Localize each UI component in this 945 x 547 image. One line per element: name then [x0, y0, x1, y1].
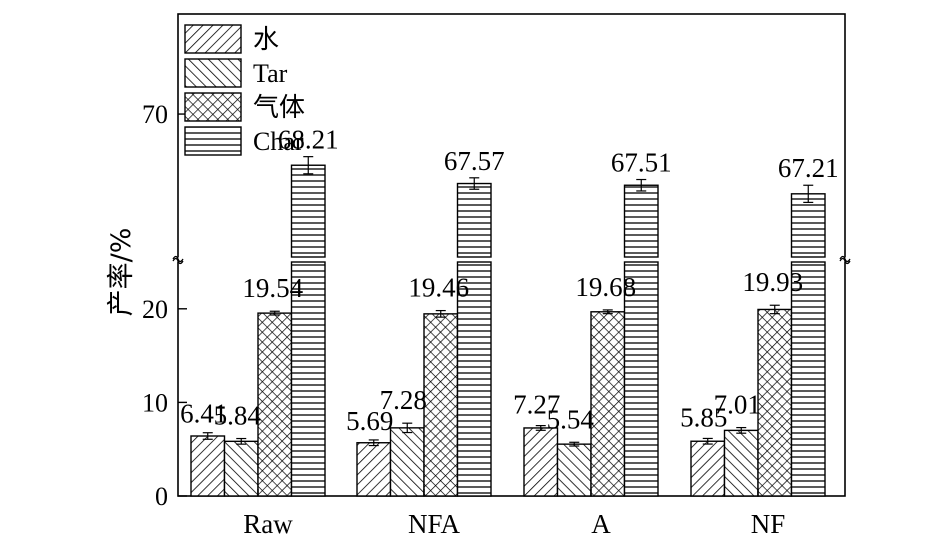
axis-break-mark — [839, 257, 851, 265]
bar — [623, 261, 659, 497]
x-tick-label: Raw — [243, 509, 293, 539]
data-label: 67.21 — [778, 153, 839, 183]
x-tick-label: NFA — [408, 509, 461, 539]
bar — [190, 435, 226, 497]
data-label: 67.51 — [611, 148, 672, 178]
data-label: 5.84 — [214, 401, 262, 431]
bar — [723, 429, 759, 497]
bar — [757, 308, 793, 497]
data-label: 19.93 — [742, 267, 803, 297]
bar — [590, 311, 626, 497]
axis-break-mark — [172, 255, 184, 263]
axis-break-mark — [839, 255, 851, 263]
axis-break-mark — [172, 257, 184, 265]
data-label: 5.69 — [346, 406, 393, 436]
legend-label: Tar — [253, 59, 288, 88]
legend-swatch — [184, 92, 242, 122]
legend-label: Char — [253, 127, 304, 156]
x-axis: Raw NFA A NF — [243, 489, 785, 539]
data-label: 7.01 — [714, 390, 761, 420]
bar — [389, 427, 425, 497]
data-label: 19.54 — [242, 273, 303, 303]
data-label: 5.54 — [547, 404, 595, 434]
data-label: 7.27 — [513, 390, 560, 420]
legend-swatch — [184, 58, 242, 88]
y-tick-label: 20 — [142, 295, 168, 324]
bar — [456, 261, 492, 497]
bar — [790, 261, 826, 497]
bar — [790, 193, 826, 258]
bar — [456, 182, 492, 258]
y-axis-title: 产率/% — [106, 228, 137, 317]
y-tick-label: 0 — [155, 482, 168, 511]
x-tick-label: A — [591, 509, 611, 539]
bar — [290, 164, 326, 258]
data-label: 68.21 — [278, 125, 339, 155]
plot-frame — [177, 13, 846, 497]
bar — [223, 440, 259, 497]
y-tick-label: 70 — [142, 100, 168, 129]
plot-border — [177, 13, 846, 497]
error-bars-layer — [202, 156, 814, 447]
y-axis: 0 10 20 70 — [142, 100, 187, 511]
legend-swatch — [184, 126, 242, 156]
bar — [523, 427, 559, 497]
data-labels-layer: 6.415.84 19.54 68.21 5.697.28 19.46 67.57 7.27… — [180, 125, 839, 436]
legend-label: 气体 — [253, 93, 305, 122]
data-label: 6.41 — [180, 399, 227, 429]
bar — [423, 313, 459, 497]
legend-label: 水 — [253, 25, 279, 54]
bar — [290, 261, 326, 497]
bar — [623, 184, 659, 258]
data-label: 7.28 — [380, 385, 427, 415]
bar — [257, 312, 293, 497]
legend-swatch — [184, 24, 242, 54]
data-label: 19.46 — [408, 273, 469, 303]
legend: 水 Tar 气体 Char — [184, 24, 305, 156]
data-label: 19.68 — [575, 272, 636, 302]
bar — [356, 442, 392, 497]
x-tick-label: NF — [751, 509, 786, 539]
data-label: 67.57 — [444, 146, 505, 176]
axis-break-marks — [172, 255, 851, 265]
bar — [690, 440, 726, 497]
bar — [556, 443, 592, 497]
data-label: 5.85 — [680, 402, 727, 432]
y-tick-label: 10 — [142, 388, 168, 417]
bars-layer — [190, 164, 826, 497]
